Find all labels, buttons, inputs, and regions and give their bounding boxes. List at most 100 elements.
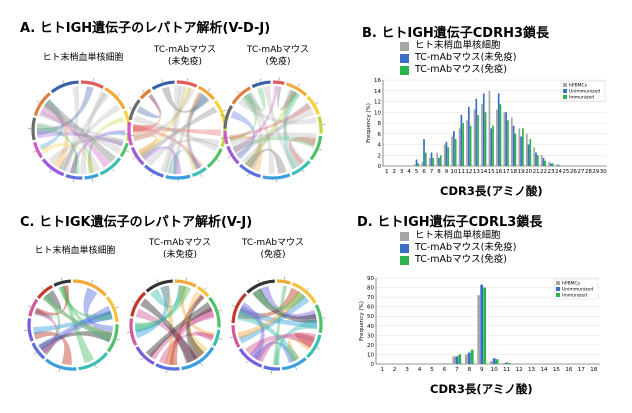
bar: [527, 144, 530, 166]
panel-c-chord-diagrams: [24, 276, 325, 374]
bar: [508, 363, 511, 364]
chord-tick: [27, 305, 31, 308]
bar: [432, 157, 435, 166]
bar: [467, 106, 470, 166]
chord-ribbon: [61, 285, 95, 364]
x-tick-label: 9: [480, 367, 484, 373]
chord-tick: [232, 305, 235, 307]
bar: [492, 358, 496, 364]
chord-tick: [58, 368, 60, 372]
chord-tick: [92, 78, 94, 82]
chord-ribbon: [39, 99, 64, 151]
chord-segment: [223, 130, 229, 145]
chord-ribbon: [289, 136, 317, 166]
chord-segment: [309, 135, 323, 161]
chord-ribbon: [135, 286, 192, 332]
y-axis-label: Frequency (%): [366, 103, 372, 143]
panel-c-label-3: TC-mAbマウス (免疫): [228, 237, 318, 261]
chord-tick: [91, 280, 94, 284]
x-tick-label: 7: [430, 169, 434, 175]
chord-tick: [246, 173, 249, 177]
chord-tick: [297, 83, 300, 87]
inner-legend-label: Immunized: [562, 293, 587, 299]
x-tick-label: 19: [518, 169, 525, 175]
panel-a-title: A. ヒトIGH遺伝子のレパトア解析(V-D-J): [20, 21, 271, 36]
bar: [413, 164, 416, 166]
bar: [475, 98, 478, 166]
y-tick-label: 60: [367, 305, 374, 311]
chord-tick: [60, 277, 62, 281]
x-tick-label: 16: [495, 169, 502, 175]
chord-ribbon: [58, 286, 113, 320]
y-tick-label: 10: [374, 110, 381, 116]
chord-segment: [27, 318, 34, 342]
y-tick-label: 90: [367, 276, 374, 282]
chord-ribbon: [43, 102, 101, 172]
chord-ribbon: [133, 132, 158, 156]
chord-ribbon: [140, 298, 198, 364]
bar: [469, 125, 472, 166]
x-tick-label: 15: [553, 367, 560, 373]
panel-d-xlabel: CDR3長(アミノ酸): [430, 382, 533, 396]
panel-a-label-3: TC-mAbマウス (免疫): [233, 44, 323, 68]
chord-ribbon: [83, 287, 113, 335]
bar: [464, 354, 468, 364]
chord-ribbon: [241, 102, 311, 166]
chord-segment: [130, 291, 147, 317]
chord-tick: [227, 156, 231, 159]
x-tick-label: 5: [430, 367, 434, 373]
bar: [447, 147, 450, 166]
legend-swatch-unimmunized-d: [400, 243, 409, 253]
chord-segment: [223, 104, 233, 129]
chord-ribbon: [160, 86, 181, 173]
chord-ribbon: [149, 285, 186, 308]
chord-tick: [246, 360, 249, 364]
chord-ribbon: [254, 332, 316, 363]
chord-segment: [306, 95, 320, 115]
chord-tick: [295, 367, 297, 370]
chord-ribbon: [38, 305, 112, 350]
chord-tick: [94, 365, 97, 369]
bar: [415, 159, 418, 166]
x-tick-label: 12: [516, 367, 523, 373]
chord-tick: [33, 352, 37, 355]
x-tick-label: 10: [450, 169, 457, 175]
chord-ribbon: [232, 136, 316, 153]
y-tick-label: 4: [378, 143, 382, 149]
bar: [483, 287, 487, 364]
bar: [458, 128, 461, 166]
bar: [503, 112, 506, 166]
y-tick-label: 40: [367, 324, 374, 330]
chord-ribbon: [191, 94, 209, 114]
chord-segment: [174, 279, 197, 288]
label-line: TC-mAbマウス: [153, 45, 217, 55]
chord-segment: [106, 324, 119, 353]
bar: [496, 109, 498, 166]
chord-segment: [155, 363, 180, 371]
y-tick-label: 30: [367, 333, 374, 339]
chord-ribbon: [294, 332, 316, 348]
chord-segment: [208, 296, 221, 328]
bar: [466, 120, 468, 166]
y-tick-label: 14: [374, 89, 381, 95]
chord-ribbon: [169, 293, 204, 365]
x-tick-label: 17: [503, 169, 510, 175]
chord-segment: [130, 146, 145, 166]
chord-segment: [176, 80, 198, 88]
chord-tick: [200, 363, 203, 366]
bar: [533, 147, 536, 166]
x-tick-label: 11: [503, 367, 510, 373]
chord-ribbon: [252, 288, 317, 323]
chord-ribbon: [135, 308, 200, 363]
chord-tick: [186, 277, 188, 281]
panel-d-legend: ヒト末梢血単核細胞 TC-mAbマウス(未免疫) TC-mAbマウス(免疫): [400, 230, 517, 266]
bar: [462, 123, 464, 166]
panel-b-title: B. ヒトIGH遺伝子CDRH3鎖長: [362, 26, 550, 41]
x-tick-label: 27: [577, 169, 584, 175]
chord-ribbon: [41, 143, 95, 173]
chord-tick: [36, 100, 40, 103]
label-line: TC-mAbマウス: [246, 45, 310, 55]
x-tick-label: 12: [465, 169, 472, 175]
